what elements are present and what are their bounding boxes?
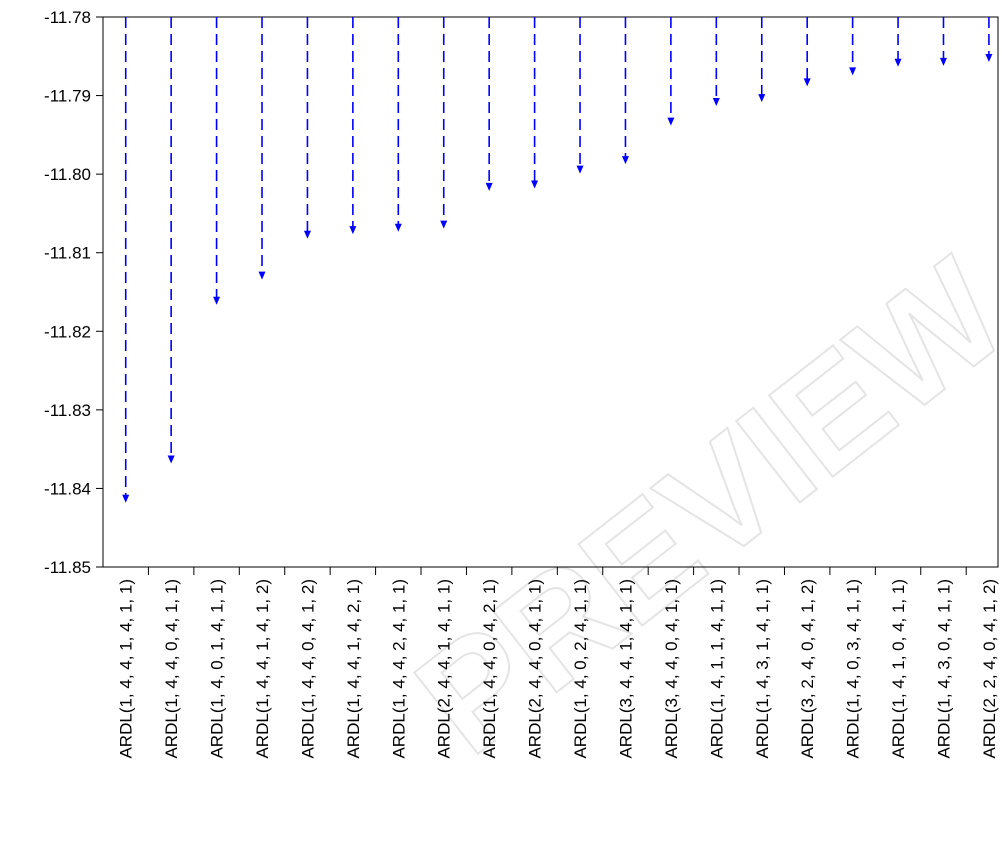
x-tick-label: ARDL(1, 4, 4, 1, 4, 2, 1) (344, 579, 363, 759)
x-tick-label: ARDL(2, 4, 4, 0, 4, 1, 1) (526, 579, 545, 759)
y-axis: -11.78 -11.79 -11.80 -11.81 -11.82 -11.83 -11.… (44, 8, 103, 577)
x-tick-label: ARDL(1, 4, 0, 3, 4, 1, 1) (844, 579, 863, 759)
x-tick-label: ARDL(1, 4, 1, 0, 4, 1, 1) (889, 579, 908, 759)
y-tick-label: -11.83 (44, 401, 91, 420)
x-tick-label: ARDL(2, 4, 4, 1, 4, 1, 1) (435, 579, 454, 759)
x-tick-label: ARDL(1, 4, 3, 1, 4, 1, 1) (753, 579, 772, 759)
x-tick-label: ARDL(1, 4, 4, 0, 4, 2, 1) (480, 579, 499, 759)
x-tick-label: ARDL(3, 2, 4, 0, 4, 1, 2) (798, 579, 817, 759)
watermark: PREVIEW (386, 227, 1002, 786)
bar-arrowhead (803, 78, 811, 87)
bar-series (122, 17, 993, 503)
bar-arrowhead (440, 220, 448, 229)
x-tick-label: ARDL(3, 4, 4, 1, 4, 1, 1) (616, 579, 635, 759)
bar-arrowhead (939, 57, 947, 66)
y-tick-label: -11.80 (44, 165, 91, 184)
x-tick-label: ARDL(2, 2, 4, 0, 4, 1, 2) (980, 579, 999, 759)
bar-arrowhead (667, 117, 675, 126)
bar-arrowhead (849, 67, 857, 76)
x-tick-label: ARDL(1, 4, 4, 1, 4, 1, 1) (117, 579, 136, 759)
x-tick-label: ARDL(1, 4, 4, 0, 4, 1, 2) (298, 579, 317, 759)
x-tick-label: ARDL(1, 4, 4, 0, 4, 1, 1) (162, 579, 181, 759)
bar-arrowhead (122, 494, 130, 503)
y-tick-label: -11.82 (44, 322, 91, 341)
x-tick-label: ARDL(1, 4, 0, 1, 4, 1, 1) (208, 579, 227, 759)
x-tick-label: ARDL(1, 4, 0, 2, 4, 1, 1) (571, 579, 590, 759)
bar-arrowhead (258, 271, 266, 280)
y-tick-label: -11.78 (44, 8, 91, 27)
x-tick-label: ARDL(1, 4, 1, 1, 4, 1, 1) (707, 579, 726, 759)
bar-arrowhead (303, 230, 311, 239)
bar-arrowhead (485, 182, 493, 191)
bar-arrowhead (985, 54, 993, 62)
y-tick-label: -11.84 (44, 479, 91, 498)
plot-frame (102, 16, 999, 568)
y-tick-label: -11.81 (44, 244, 91, 263)
y-tick-label: -11.79 (44, 87, 91, 106)
bar-arrowhead (894, 58, 902, 67)
x-tick-label: ARDL(1, 4, 4, 1, 4, 1, 2) (253, 579, 272, 759)
bar-arrowhead (712, 98, 720, 106)
y-tick-label: -11.85 (44, 558, 91, 577)
x-tick-label: ARDL(1, 4, 3, 0, 4, 1, 1) (934, 579, 953, 759)
x-tick-label: ARDL(1, 4, 4, 2, 4, 1, 1) (389, 579, 408, 759)
x-tick-label: ARDL(3, 4, 4, 0, 4, 1, 1) (662, 579, 681, 759)
bar-arrowhead (621, 156, 629, 165)
bar-arrowhead (349, 226, 357, 235)
bar-arrowhead (576, 165, 584, 174)
x-axis: ARDL(1, 4, 4, 1, 4, 1, 1) ARDL(1, 4, 4, 0… (117, 567, 999, 759)
bar-arrowhead (758, 94, 766, 103)
bar-arrowhead (531, 180, 539, 189)
bar-arrowhead (213, 296, 221, 305)
bar-arrowhead (167, 455, 175, 464)
bar-arrowhead (394, 223, 402, 232)
